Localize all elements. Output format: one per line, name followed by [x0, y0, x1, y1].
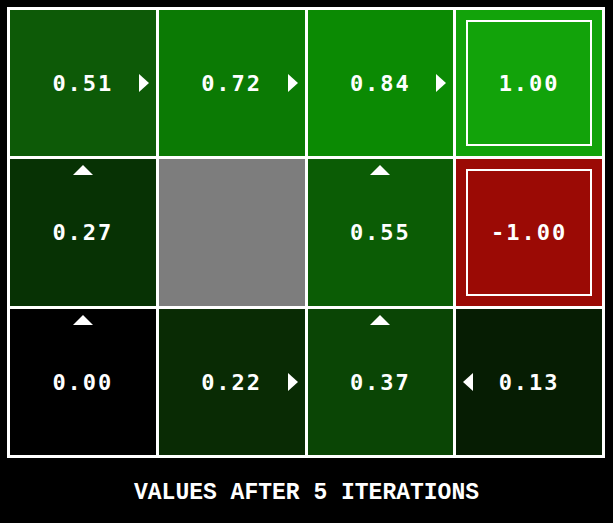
- wall-cell: [159, 159, 305, 305]
- cell-value: 0.51: [10, 71, 156, 96]
- cell-value: 0.22: [159, 369, 305, 394]
- cell-value: 0.84: [308, 71, 454, 96]
- cell-value: -1.00: [456, 220, 602, 245]
- grid-cell: 0.84: [308, 10, 454, 156]
- arrow-up-icon: [73, 315, 93, 325]
- grid-cell: 0.00: [10, 309, 156, 455]
- grid-cell: 0.22: [159, 309, 305, 455]
- cell-value: 0.27: [10, 220, 156, 245]
- cell-value: 0.55: [308, 220, 454, 245]
- grid-cell: 0.72: [159, 10, 305, 156]
- cell-value: 0.37: [308, 369, 454, 394]
- grid-cell: 0.37: [308, 309, 454, 455]
- grid-cell: 0.51: [10, 10, 156, 156]
- cell-value: 0.72: [159, 71, 305, 96]
- iterations-caption: VALUES AFTER 5 ITERATIONS: [0, 480, 613, 506]
- cell-value: 1.00: [456, 71, 602, 96]
- arrow-up-icon: [370, 315, 390, 325]
- gridworld-values-grid: 0.510.720.841.00 0.27 0.55-1.00 0.000.220.3…: [7, 7, 605, 458]
- arrow-up-icon: [370, 165, 390, 175]
- grid-cell: 0.55: [308, 159, 454, 305]
- grid-cell: 0.13: [456, 309, 602, 455]
- grid-cell: 0.27: [10, 159, 156, 305]
- arrow-up-icon: [73, 165, 93, 175]
- grid-cell: 1.00: [456, 10, 602, 156]
- cell-value: 0.13: [456, 369, 602, 394]
- grid-cell: -1.00: [456, 159, 602, 305]
- cell-value: 0.00: [10, 369, 156, 394]
